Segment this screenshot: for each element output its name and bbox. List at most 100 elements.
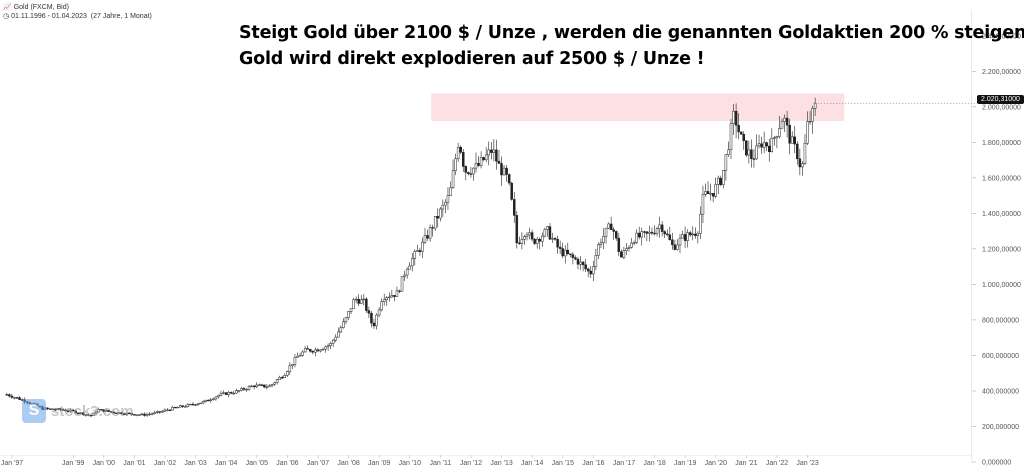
candle-body (566, 249, 570, 255)
candle-body (403, 274, 406, 277)
candle-body (145, 414, 149, 416)
candle-body (15, 397, 19, 399)
candle-body (711, 193, 715, 197)
candle-body (181, 405, 184, 407)
x-tick-label: Jan '03 (184, 460, 206, 467)
candle-body (237, 390, 241, 392)
candle-body (125, 412, 128, 415)
candle-body (683, 234, 687, 241)
candle-body (569, 253, 572, 255)
y-tick-label: 600,000000 (982, 353, 1019, 360)
annotation-line-1: Steigt Gold über 2100 $ / Unze , werden … (239, 23, 1024, 43)
candle-body (278, 377, 281, 380)
candle-body (311, 351, 315, 353)
candle-body (61, 409, 65, 411)
candle-body (365, 298, 368, 311)
candle-body (665, 233, 669, 236)
candle-body (732, 110, 735, 125)
candle-body (671, 239, 674, 246)
candle-body (701, 194, 705, 215)
candle-body (89, 414, 93, 417)
candle-body (594, 255, 598, 268)
candle-body (354, 298, 358, 301)
y-tick-label: 2.400,00000 (982, 33, 1021, 40)
clock-icon: ◷ (3, 13, 10, 20)
x-tick-label: Jan '01 (123, 460, 145, 467)
candle-body (663, 231, 666, 235)
candle-body (176, 406, 179, 409)
candle-body (574, 257, 577, 260)
candle-body (668, 234, 672, 241)
candle-body (597, 244, 600, 256)
candle-body (500, 163, 503, 176)
candle-body (535, 239, 539, 244)
candle-body (337, 331, 340, 338)
candle-body (273, 382, 276, 385)
candle-body (166, 409, 169, 411)
candle-body (10, 395, 14, 398)
candle-body (655, 228, 659, 234)
candle-body (204, 399, 207, 402)
candle-body (370, 312, 373, 324)
candle-body (344, 317, 348, 323)
candle-body (286, 371, 289, 376)
candle-body (194, 404, 197, 406)
candle-body (423, 235, 427, 243)
candle-body (280, 377, 284, 379)
x-tick-label: Jan '99 (62, 460, 84, 467)
candle-body (324, 346, 327, 350)
x-tick-label: Jan '07 (307, 460, 329, 467)
candle-body (390, 295, 394, 298)
candle-body (76, 412, 80, 415)
candle-body (709, 193, 712, 195)
candle-body (395, 290, 399, 297)
candle-body (319, 349, 322, 352)
candle-body (127, 412, 131, 415)
candle-body (321, 348, 325, 351)
candle-body (293, 357, 297, 365)
candle-body (163, 409, 167, 412)
y-tick-label: 1.200,00000 (982, 246, 1021, 253)
candle-body (334, 336, 337, 341)
x-tick-label: Jan '23 (796, 460, 818, 467)
candle-body (314, 349, 317, 353)
candle-body (479, 157, 483, 166)
candle-body (13, 397, 16, 399)
candle-body (796, 143, 799, 160)
candle-body (301, 351, 304, 356)
candle-body (459, 147, 462, 153)
candle-body (773, 137, 776, 139)
y-tick-label: 1.400,00000 (982, 211, 1021, 218)
candle-body (224, 392, 228, 395)
x-tick-label: Jan '97 (1, 460, 23, 467)
candle-body (617, 237, 621, 253)
candle-body (688, 232, 692, 236)
candle-body (704, 191, 707, 195)
candle-body (206, 399, 210, 402)
candle-body (571, 254, 575, 258)
candle-body (586, 268, 590, 272)
candle-body (405, 268, 409, 276)
candle-body (811, 108, 814, 122)
candle-body (658, 224, 661, 229)
candle-body (362, 298, 366, 301)
candle-body (706, 191, 710, 195)
candle-body (82, 412, 85, 416)
candle-body (59, 408, 62, 410)
candle-body (135, 414, 139, 416)
candle-body (737, 125, 740, 133)
candle-body (806, 121, 809, 144)
candle-body (352, 299, 355, 309)
candle-body (553, 238, 557, 240)
candle-body (612, 229, 615, 232)
range-header: ◷ 01.11.1996 - 01.04.2023 (27 Jahre, 1 Mo… (3, 12, 152, 20)
candle-body (158, 411, 162, 413)
candle-body (349, 308, 353, 312)
watermark-logo: S stock3.com (22, 399, 134, 423)
candle-body (467, 172, 470, 174)
candle-body (625, 248, 628, 251)
x-tick-label: Jan '14 (521, 460, 543, 467)
candle-body (775, 136, 779, 139)
candle-body (214, 396, 218, 400)
